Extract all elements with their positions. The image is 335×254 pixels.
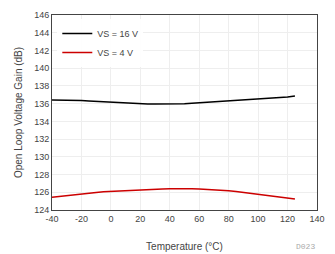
svg-text:140: 140 [34,63,49,73]
svg-text:124: 124 [34,205,49,215]
svg-text:Open Loop Voltage Gain (dB): Open Loop Voltage Gain (dB) [13,47,24,178]
svg-text:130: 130 [34,152,49,162]
svg-text:VS = 16 V: VS = 16 V [97,29,138,39]
svg-text:138: 138 [34,81,49,91]
svg-text:132: 132 [34,134,49,144]
svg-text:0: 0 [108,214,113,224]
svg-text:60: 60 [194,214,204,224]
svg-text:80: 80 [224,214,234,224]
svg-text:20: 20 [135,214,145,224]
svg-text:D023: D023 [296,242,315,251]
svg-text:146: 146 [34,10,49,20]
svg-text:136: 136 [34,99,49,109]
svg-text:142: 142 [34,46,49,56]
svg-text:126: 126 [34,187,49,197]
svg-text:VS = 4 V: VS = 4 V [97,48,133,58]
svg-text:140: 140 [309,214,324,224]
svg-text:-40: -40 [45,214,58,224]
svg-text:Temperature (°C): Temperature (°C) [146,241,223,252]
svg-text:144: 144 [34,28,49,38]
svg-text:40: 40 [165,214,175,224]
svg-text:100: 100 [251,214,266,224]
svg-text:-20: -20 [75,214,88,224]
svg-text:128: 128 [34,170,49,180]
svg-text:134: 134 [34,117,49,127]
svg-text:120: 120 [280,214,295,224]
